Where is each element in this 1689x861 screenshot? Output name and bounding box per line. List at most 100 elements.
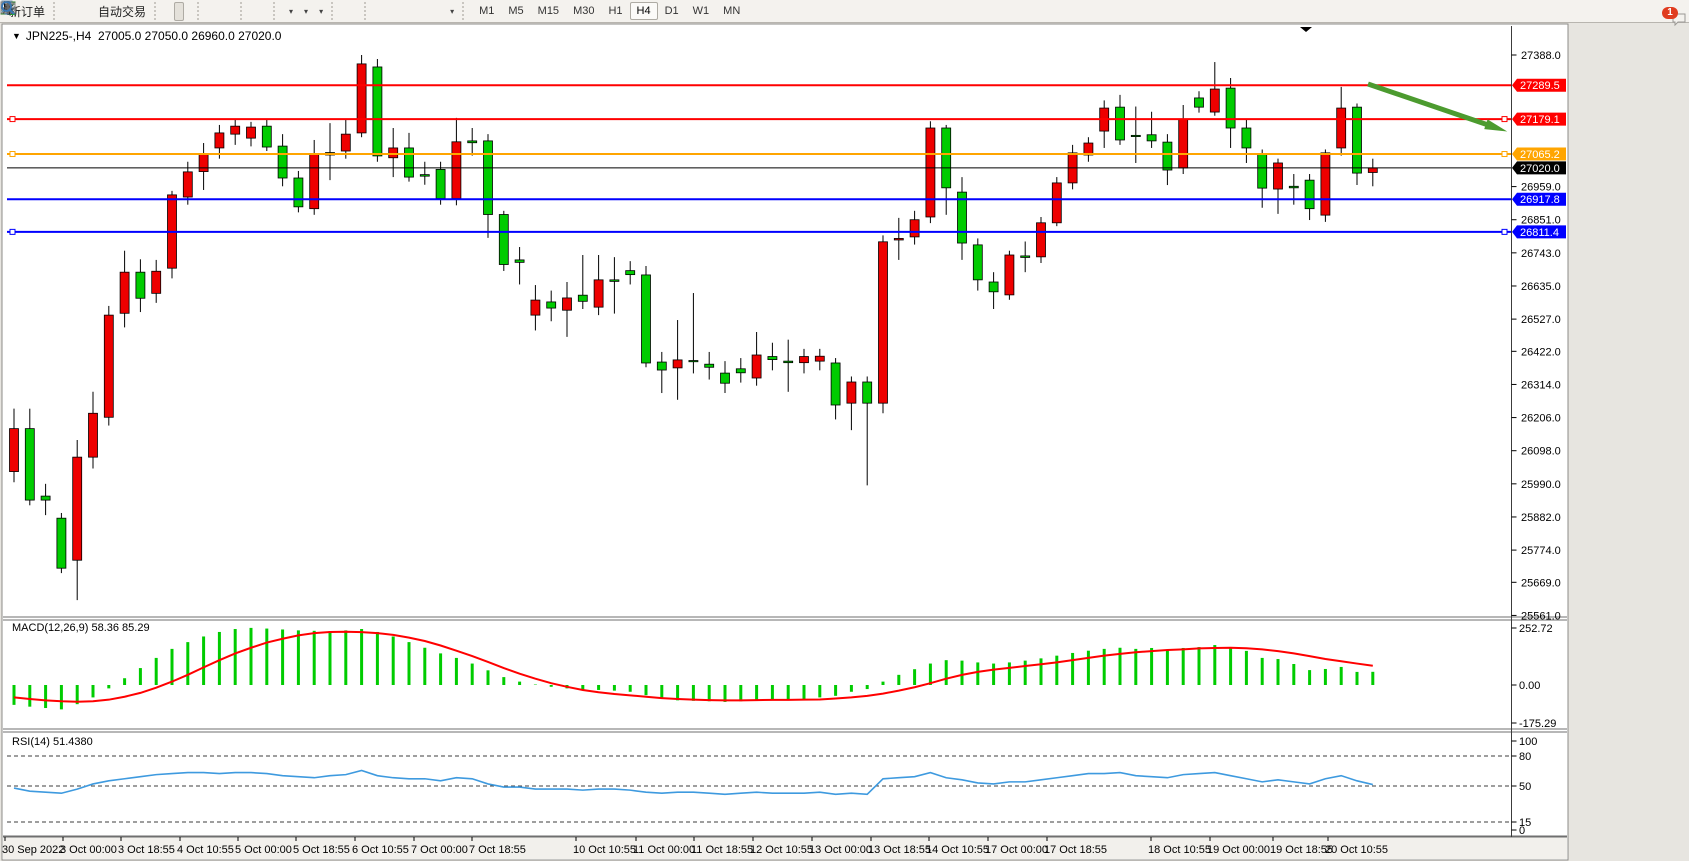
period-button[interactable]: ▾ <box>1 1 313 21</box>
timeframe-m1[interactable]: M1 <box>479 5 495 17</box>
rsi-tick-label: 0 <box>1519 825 1525 837</box>
candle-down <box>720 372 730 384</box>
candle-down <box>404 147 414 178</box>
annotation-arrow-head <box>1484 119 1508 132</box>
candle-up <box>925 127 936 218</box>
fibonacci-tool-button[interactable]: F <box>2 2 424 21</box>
candle-up <box>1051 182 1062 224</box>
candle-up <box>151 270 162 294</box>
macd-tick-label: -175.29 <box>1519 718 1556 730</box>
candle-up <box>198 153 209 172</box>
candle-up <box>799 356 809 364</box>
candle-down <box>1352 106 1362 174</box>
price-tick-label: 26635.0 <box>1521 281 1561 293</box>
candle-up <box>814 355 825 362</box>
hline-tool-button[interactable] <box>2 2 394 21</box>
zoom-out-button[interactable] <box>1 1 227 21</box>
price-tag <box>1512 147 1566 161</box>
time-tick-label: 3 Oct 00:00 <box>60 844 117 856</box>
line-handle <box>1501 116 1508 123</box>
timeframe-h1[interactable]: H1 <box>608 5 623 17</box>
candle-up <box>214 132 225 149</box>
price-tag-label: 26917.8 <box>1520 194 1560 206</box>
dropdown-caret-icon: ▾ <box>289 6 294 16</box>
chart-title-symbol: JPN225-,H4 <box>25 29 92 43</box>
market-watch-button[interactable] <box>1 2 73 21</box>
candle-up <box>893 238 904 241</box>
chart-marker-icon <box>1300 27 1312 32</box>
add-indicator-button[interactable]: ▾ <box>0 1 298 21</box>
chart-title-ohlc: 27005.0 27050.0 26960.0 27020.0 <box>97 29 282 43</box>
line-chart-button[interactable] <box>1 2 194 21</box>
time-tick-label: 10 Oct 10:55 <box>573 844 636 856</box>
candle-down <box>1241 127 1252 149</box>
indicator-list-button[interactable] <box>2 2 260 21</box>
chart-title[interactable]: ▼ JPN225-,H4 27005.0 27050.0 26960.0 2702… <box>12 29 281 43</box>
candle-up <box>356 63 367 134</box>
candle-up <box>388 147 399 159</box>
template-button[interactable]: ▾ <box>0 2 328 21</box>
price-tick-label: 25669.0 <box>1521 577 1561 589</box>
rsi-label: RSI(14) 51.4380 <box>12 736 93 748</box>
price-tag <box>1512 112 1566 126</box>
line-handle <box>9 116 16 123</box>
notification-badge: 1 <box>1662 7 1678 19</box>
bar-chart-button[interactable] <box>2 2 174 21</box>
channel-tool-button[interactable]: E <box>1 1 414 21</box>
time-tick-label: 5 Oct 18:55 <box>293 844 350 856</box>
autotrading-button[interactable]: 自动交易 <box>1 1 151 21</box>
price-tag <box>1512 192 1566 206</box>
arrows-tool-button[interactable]: ▾ <box>5 2 459 21</box>
time-tick-label: 6 Oct 10:55 <box>352 844 409 856</box>
cursor-tool-button[interactable] <box>4 1 351 21</box>
candle-up <box>1336 107 1347 149</box>
vline-tool-button[interactable] <box>7 2 384 21</box>
timeframe-h4[interactable]: H4 <box>629 2 658 20</box>
toolbar-separator <box>240 2 247 20</box>
candle-down <box>1115 106 1125 141</box>
candlestick-chart-button[interactable] <box>2 1 185 21</box>
candle-down <box>419 174 430 177</box>
candle-down <box>56 517 67 569</box>
label-tool-button[interactable]: T <box>1 2 444 21</box>
timeframe-m30[interactable]: M30 <box>573 5 595 17</box>
toolbar-separator <box>53 2 60 20</box>
candle-down <box>514 259 525 263</box>
candle-down <box>24 428 35 501</box>
macd-indicator <box>12 627 1375 710</box>
rsi-tick-label: 50 <box>1519 781 1531 793</box>
price-tick-label: 26959.0 <box>1521 182 1561 194</box>
zoom-in-button[interactable] <box>1 1 217 21</box>
search-icon[interactable] <box>0 0 16 16</box>
time-tick-label: 17 Oct 00:00 <box>985 844 1048 856</box>
candle-down <box>40 495 51 501</box>
time-tick-label: 5 Oct 00:00 <box>235 844 292 856</box>
candle-down <box>767 356 778 361</box>
time-tick-label: 3 Oct 18:55 <box>118 844 175 856</box>
text-tool-button[interactable]: A <box>4 1 434 21</box>
candle-down <box>435 169 446 199</box>
annotation-arrow <box>1367 81 1495 130</box>
timeframe-m5[interactable]: M5 <box>508 5 524 17</box>
tile-windows-button[interactable] <box>0 1 237 21</box>
timeframe-m15[interactable]: M15 <box>537 5 560 17</box>
trendline-tool-button[interactable] <box>2 2 404 21</box>
time-tick-label: 7 Oct 18:55 <box>469 844 526 856</box>
signal-button[interactable] <box>1 2 93 21</box>
candle-down <box>483 140 493 215</box>
macd-tick-label: 0.00 <box>1519 680 1540 692</box>
line-handle <box>9 228 16 235</box>
timeframe-w1[interactable]: W1 <box>692 5 710 17</box>
price-tick-label: 26527.0 <box>1521 314 1561 326</box>
crosshair-tool-button[interactable] <box>1 1 361 21</box>
chart-window-button[interactable] <box>0 1 83 21</box>
price-tick-label: 26314.0 <box>1521 379 1561 391</box>
candle-up <box>672 359 683 369</box>
objects-list-button[interactable] <box>2 2 270 21</box>
timeframe-d1[interactable]: D1 <box>664 5 679 17</box>
symbol-dropdown-icon[interactable]: ▼ <box>12 31 21 41</box>
timeframe-mn[interactable]: MN <box>723 5 741 17</box>
line-handle <box>1501 228 1508 235</box>
dropdown-caret-icon: ▾ <box>450 6 455 16</box>
